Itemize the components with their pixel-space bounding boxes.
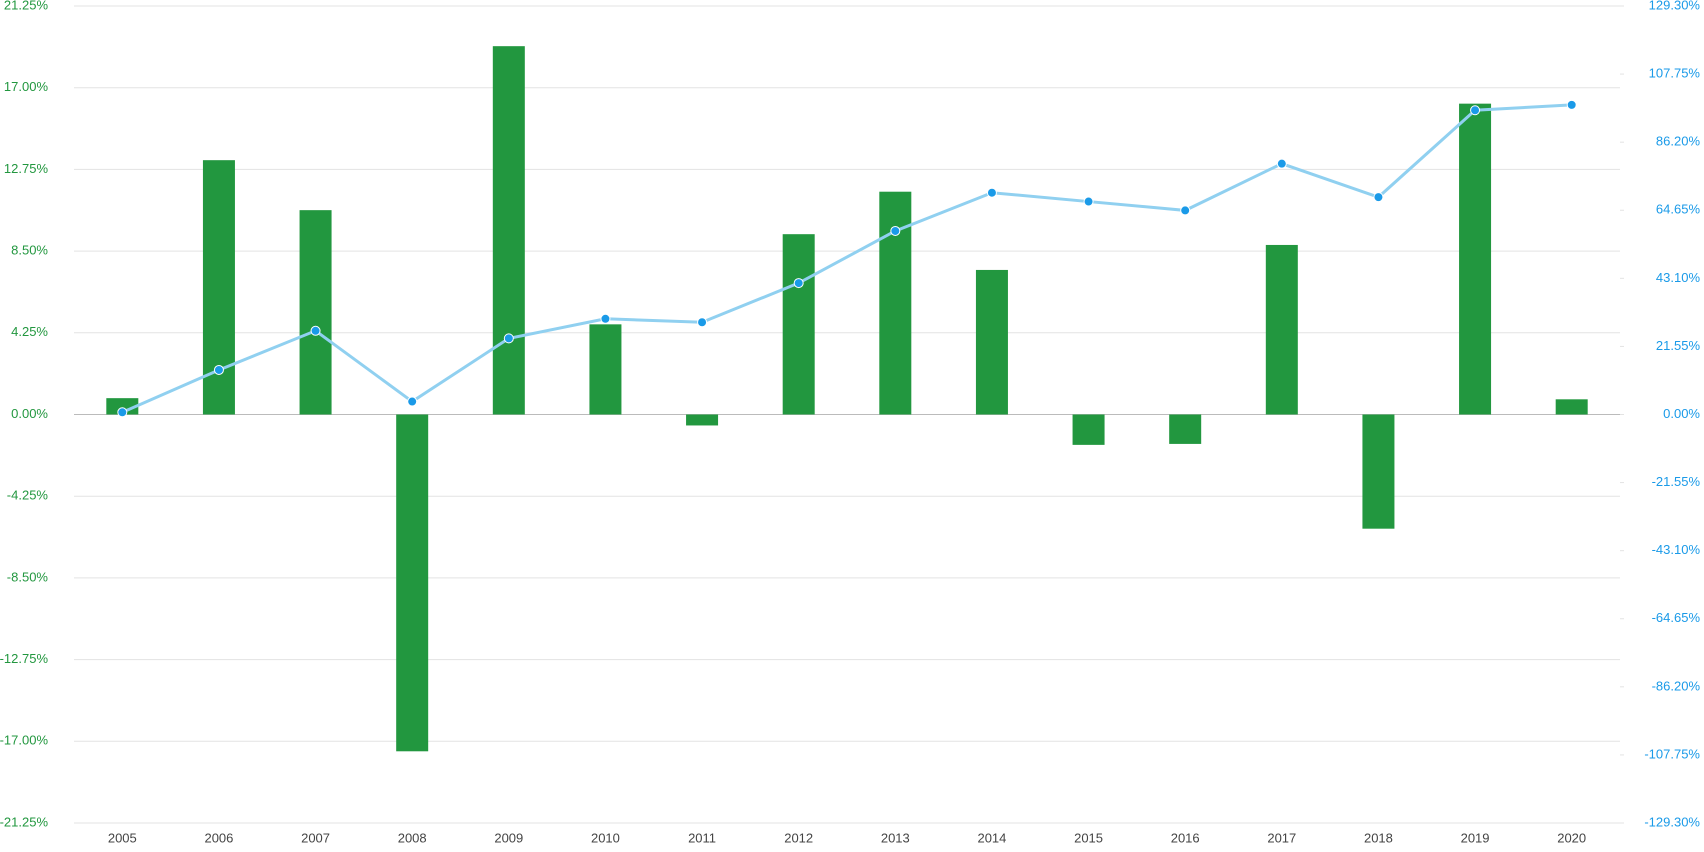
line-point [1566, 99, 1577, 110]
x-tick-label: 2007 [301, 830, 330, 845]
line-point [1373, 192, 1384, 203]
y2-tick-label: -64.65% [1652, 610, 1701, 625]
bar [396, 414, 429, 752]
y2-tick-label: -107.75% [1644, 746, 1700, 761]
y-tick-label: 8.50% [11, 243, 48, 258]
line-point [1276, 158, 1287, 169]
x-tick-label: 2011 [688, 830, 716, 845]
line-point [407, 396, 418, 407]
y2-tick-label: 43.10% [1656, 270, 1701, 285]
y2-tick-label: 129.30% [1649, 0, 1701, 12]
bar [299, 210, 332, 415]
bar [1265, 244, 1298, 415]
x-tick-label: 2006 [204, 830, 233, 845]
x-tick-label: 2016 [1171, 830, 1200, 845]
y-tick-label: 17.00% [4, 79, 49, 94]
x-tick-label: 2013 [881, 830, 910, 845]
x-tick-label: 2005 [108, 830, 137, 845]
y-tick-label: 21.25% [4, 0, 49, 12]
line-point [503, 333, 514, 344]
x-tick-label: 2018 [1364, 830, 1393, 845]
bar [782, 234, 815, 415]
bar [492, 46, 525, 415]
y2-tick-label: -86.20% [1652, 678, 1701, 693]
line-point [1470, 105, 1481, 116]
bar [589, 324, 622, 415]
bar [1169, 414, 1202, 444]
y-tick-label: -12.75% [0, 651, 48, 666]
x-tick-label: 2008 [398, 830, 427, 845]
y2-tick-label: -43.10% [1652, 542, 1701, 557]
y2-tick-label: 86.20% [1656, 134, 1701, 149]
y-tick-label: -17.00% [0, 733, 48, 748]
y-tick-label: 4.25% [11, 324, 48, 339]
line [121, 103, 1572, 414]
y-tick-label: -8.50% [7, 569, 49, 584]
line-point [600, 313, 611, 324]
line-point [213, 364, 224, 375]
x-tick-label: 2012 [784, 830, 813, 845]
y2-tick-label: -129.30% [1644, 814, 1700, 829]
y2-tick-label: -21.55% [1652, 474, 1701, 489]
bar [1362, 414, 1395, 529]
y-tick-label: 12.75% [4, 161, 49, 176]
line-point [986, 187, 997, 198]
x-tick-label: 2009 [494, 830, 523, 845]
x-tick-label: 2019 [1461, 830, 1490, 845]
line-point [697, 317, 708, 328]
line-point [890, 225, 901, 236]
y2-tick-label: 64.65% [1656, 202, 1701, 217]
bar [1555, 399, 1588, 415]
bar [1072, 414, 1105, 445]
y-tick-label: -21.25% [0, 814, 48, 829]
y-tick-label: -4.25% [7, 488, 49, 503]
x-tick-label: 2017 [1267, 830, 1296, 845]
y2-tick-label: 0.00% [1663, 406, 1700, 421]
y2-tick-label: 21.55% [1656, 338, 1701, 353]
x-tick-label: 2014 [977, 830, 1006, 845]
y-tick-label: 0.00% [11, 406, 48, 421]
line-point [117, 407, 128, 418]
x-tick-label: 2010 [591, 830, 620, 845]
bar [975, 269, 1008, 415]
x-tick-label: 2020 [1557, 830, 1586, 845]
line-point [1083, 196, 1094, 207]
line-point [1180, 205, 1191, 216]
line-point [310, 325, 321, 336]
bar [686, 414, 719, 426]
line-point [793, 278, 804, 289]
bar [1459, 103, 1492, 415]
y2-tick-label: 107.75% [1649, 66, 1701, 81]
x-tick-label: 2015 [1074, 830, 1103, 845]
